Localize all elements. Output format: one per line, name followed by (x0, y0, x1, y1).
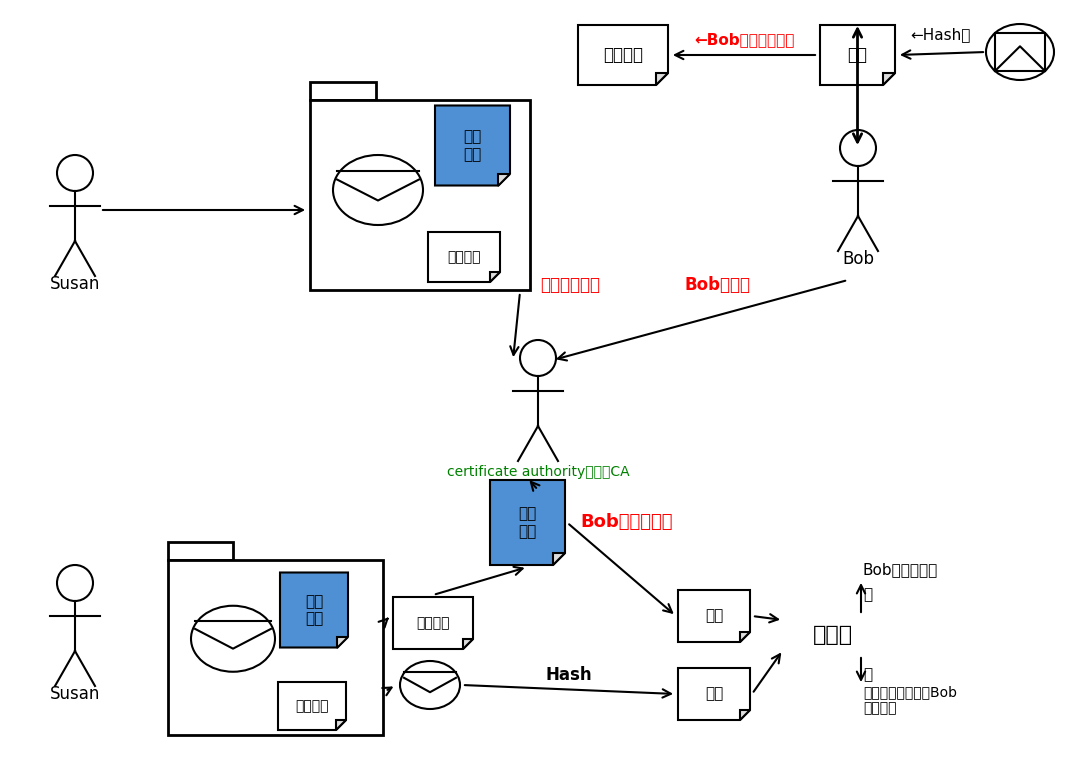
Text: Bob的公钥: Bob的公钥 (685, 276, 751, 294)
Text: Bob的公钥解密: Bob的公钥解密 (580, 514, 672, 531)
Text: Bob的信件数据: Bob的信件数据 (863, 562, 938, 578)
Text: 摘要: 摘要 (705, 609, 723, 623)
Polygon shape (740, 710, 750, 720)
Polygon shape (463, 639, 473, 649)
Polygon shape (428, 232, 500, 282)
Polygon shape (168, 560, 383, 735)
Text: 数字
证书: 数字 证书 (519, 506, 537, 539)
Polygon shape (310, 100, 530, 290)
Text: 数字
证书: 数字 证书 (305, 594, 323, 626)
Polygon shape (498, 174, 510, 186)
Text: 是: 是 (863, 587, 873, 603)
Polygon shape (310, 82, 376, 100)
Polygon shape (656, 73, 668, 85)
Polygon shape (490, 480, 565, 565)
Polygon shape (553, 553, 565, 565)
Text: Bob: Bob (843, 250, 874, 268)
Polygon shape (393, 597, 473, 649)
Polygon shape (168, 542, 232, 560)
Polygon shape (337, 636, 348, 648)
FancyBboxPatch shape (995, 33, 1045, 71)
Polygon shape (820, 25, 895, 85)
Text: 摘要: 摘要 (848, 46, 867, 64)
Text: 摘要: 摘要 (705, 686, 723, 702)
Polygon shape (678, 590, 750, 642)
Text: 数字签名: 数字签名 (603, 46, 643, 64)
Text: certificate authority，简称CA: certificate authority，简称CA (447, 465, 629, 479)
Polygon shape (678, 668, 750, 720)
Polygon shape (490, 272, 500, 282)
Text: 数字签名: 数字签名 (416, 616, 450, 630)
Text: ←Hash－: ←Hash－ (910, 27, 971, 42)
Text: Susan: Susan (49, 685, 100, 703)
Text: 数字
证书: 数字 证书 (464, 129, 482, 161)
Polygon shape (336, 720, 346, 730)
Text: 数字签名: 数字签名 (448, 250, 481, 264)
Text: 不是或被篡改过的Bob
信件数据: 不是或被篡改过的Bob 信件数据 (863, 685, 957, 715)
Text: Hash: Hash (546, 666, 592, 684)
Polygon shape (280, 572, 348, 648)
Polygon shape (883, 73, 895, 85)
Polygon shape (578, 25, 668, 85)
Polygon shape (435, 106, 510, 186)
Text: 数字签名: 数字签名 (295, 699, 329, 713)
Text: ←Bob的私钥加密－: ←Bob的私钥加密－ (694, 32, 794, 47)
Text: Susan: Susan (49, 275, 100, 293)
Text: 相等？: 相等？ (813, 625, 853, 645)
Polygon shape (740, 632, 750, 642)
Polygon shape (278, 682, 346, 730)
Text: 否: 否 (863, 667, 873, 683)
Text: 生成数字证书: 生成数字证书 (540, 276, 600, 294)
